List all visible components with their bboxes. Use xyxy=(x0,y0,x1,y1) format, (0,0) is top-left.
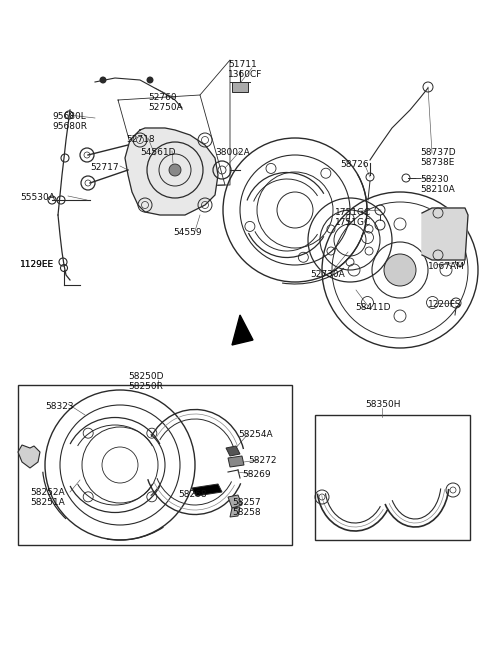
Text: 58250D
58250R: 58250D 58250R xyxy=(128,372,164,391)
Text: 58737D
58738E: 58737D 58738E xyxy=(420,148,456,167)
Circle shape xyxy=(146,77,154,83)
Text: 58230
58210A: 58230 58210A xyxy=(420,175,455,194)
Circle shape xyxy=(384,254,416,286)
Bar xyxy=(18,385,292,545)
Polygon shape xyxy=(228,456,244,467)
Text: 52730A: 52730A xyxy=(310,270,345,279)
Circle shape xyxy=(169,164,181,176)
Text: 54561D: 54561D xyxy=(140,148,176,157)
Text: 58269: 58269 xyxy=(242,470,271,479)
Bar xyxy=(315,415,470,540)
Text: 95680L
95680R: 95680L 95680R xyxy=(52,112,87,131)
Polygon shape xyxy=(192,484,222,496)
Text: 58411D: 58411D xyxy=(355,303,391,312)
Text: 1129EE: 1129EE xyxy=(20,260,54,269)
Text: 58726: 58726 xyxy=(340,160,369,169)
Text: 58272: 58272 xyxy=(248,456,276,465)
Circle shape xyxy=(99,77,107,83)
Polygon shape xyxy=(230,507,240,517)
Text: 1220FS: 1220FS xyxy=(428,300,461,309)
Bar xyxy=(232,82,248,92)
Polygon shape xyxy=(125,128,218,215)
Text: 58254A: 58254A xyxy=(238,430,273,439)
Text: 51711
1360CF: 51711 1360CF xyxy=(228,60,263,79)
Polygon shape xyxy=(232,315,253,345)
Text: 58257
58258: 58257 58258 xyxy=(232,498,261,517)
Polygon shape xyxy=(422,208,468,260)
Text: 58350H: 58350H xyxy=(365,400,400,409)
Polygon shape xyxy=(226,446,240,456)
Text: 52717: 52717 xyxy=(90,163,119,172)
Text: 55530A: 55530A xyxy=(20,193,55,202)
Text: 58268: 58268 xyxy=(178,490,206,499)
Text: 1751GC
1751GC: 1751GC 1751GC xyxy=(335,208,371,227)
Text: 54559: 54559 xyxy=(173,228,202,237)
Text: 58323: 58323 xyxy=(45,402,73,411)
Polygon shape xyxy=(228,495,242,508)
Text: 58252A
58251A: 58252A 58251A xyxy=(30,488,65,507)
Text: 38002A: 38002A xyxy=(215,148,250,157)
Text: 52718: 52718 xyxy=(126,135,155,144)
Text: 1129EE: 1129EE xyxy=(20,260,54,269)
Text: 1067AM: 1067AM xyxy=(428,262,465,271)
Polygon shape xyxy=(18,445,40,468)
Text: 52760
52750A: 52760 52750A xyxy=(148,93,183,112)
